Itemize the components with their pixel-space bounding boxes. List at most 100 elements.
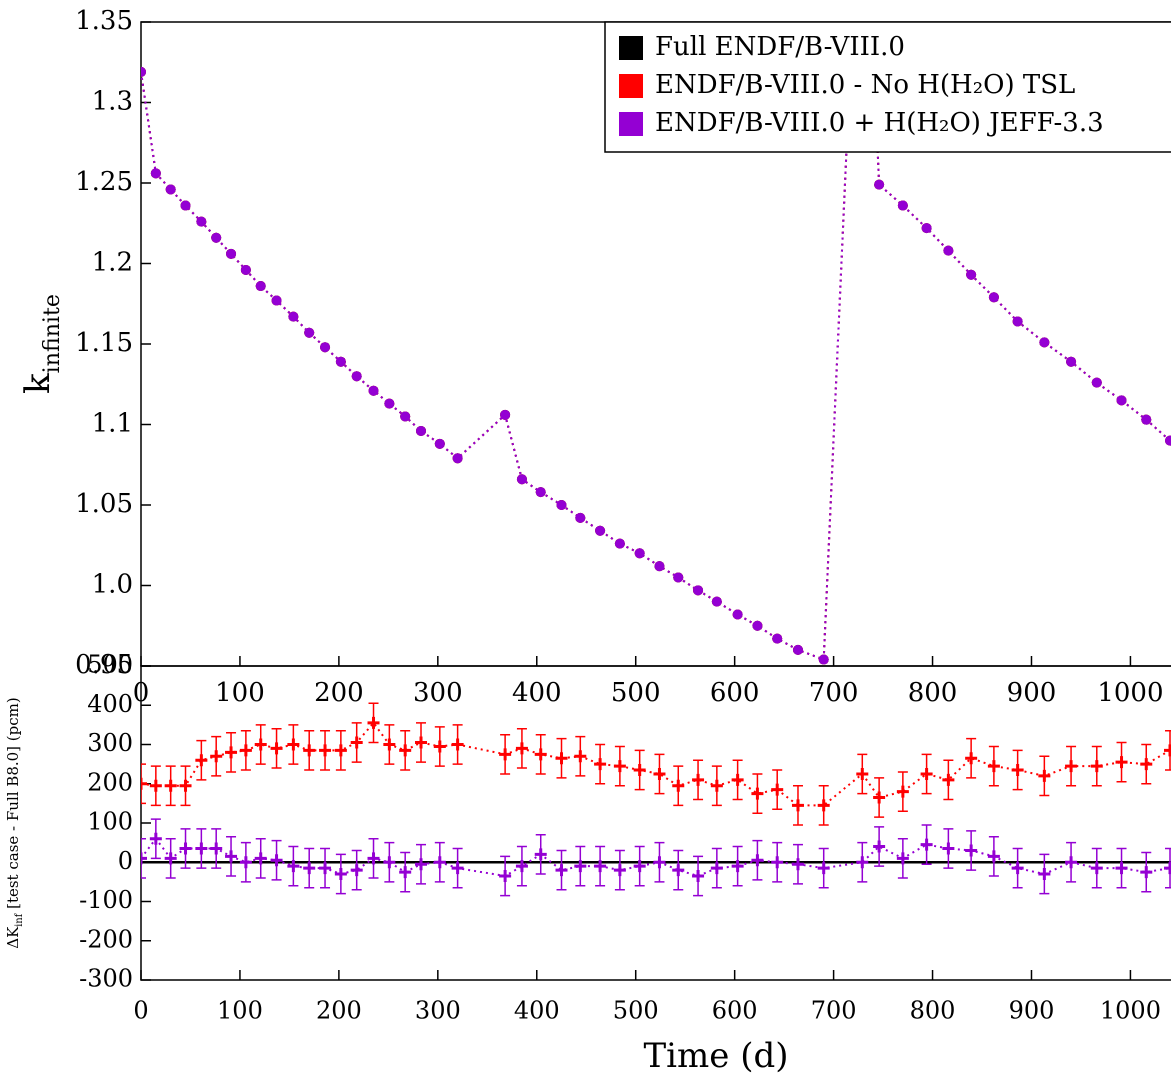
data-point xyxy=(254,852,267,865)
data-point xyxy=(556,500,567,510)
data-point xyxy=(150,168,161,179)
x-tick-label: 300 xyxy=(413,678,463,708)
data-point xyxy=(731,773,744,786)
y-tick-label: 200 xyxy=(87,768,133,796)
data-point xyxy=(672,779,685,792)
error-bar xyxy=(141,837,146,879)
legend-label: ENDF/B-VIII.0 - No H(H₂O) TSL xyxy=(655,70,1075,100)
data-point xyxy=(434,438,445,449)
y-axis-label-part: k xyxy=(18,373,58,394)
x-axis-label: Time (d) xyxy=(643,1036,788,1076)
data-point xyxy=(350,736,363,749)
data-point xyxy=(1141,414,1152,425)
data-point xyxy=(673,572,684,583)
data-point xyxy=(535,487,546,498)
data-point xyxy=(254,738,267,751)
x-tick-label: 100 xyxy=(215,678,265,708)
data-point xyxy=(896,785,909,798)
data-point xyxy=(515,860,528,873)
data-point xyxy=(1165,435,1171,446)
data-point xyxy=(500,409,511,420)
plot-frame xyxy=(140,665,1171,981)
data-point xyxy=(920,767,933,780)
data-point xyxy=(196,216,207,227)
data-point xyxy=(1066,356,1077,367)
data-point xyxy=(226,248,237,259)
y-tick-label: 1.3 xyxy=(92,87,133,117)
data-point xyxy=(1164,862,1171,875)
x-tick-label: 0 xyxy=(133,997,148,1025)
x-tick-label: 1000 xyxy=(1100,997,1161,1025)
data-point xyxy=(1039,337,1050,348)
data-point xyxy=(987,760,1000,773)
y-axis-label: ΔKinf [test case - Full B8.0] (pcm) xyxy=(4,697,25,948)
series-line xyxy=(141,721,1171,807)
data-point xyxy=(179,842,192,855)
data-point xyxy=(271,295,282,306)
data-point xyxy=(1012,316,1023,327)
data-point xyxy=(367,716,380,729)
data-point xyxy=(1038,868,1051,881)
data-point xyxy=(988,292,999,303)
data-point xyxy=(711,596,722,607)
data-point xyxy=(303,744,316,757)
error-bar xyxy=(141,763,146,805)
data-point xyxy=(574,860,587,873)
data-point xyxy=(634,548,645,559)
data-point xyxy=(594,860,607,873)
x-tick-label: 500 xyxy=(611,678,661,708)
y-axis-label-part: inf xyxy=(14,912,25,926)
data-point xyxy=(399,744,412,757)
data-point xyxy=(270,854,283,867)
x-tick-label: 500 xyxy=(613,997,659,1025)
data-point xyxy=(304,327,315,338)
x-tick-label: 900 xyxy=(1009,997,1055,1025)
data-point xyxy=(499,748,512,761)
data-point xyxy=(516,474,527,485)
data-point xyxy=(1115,862,1128,875)
x-tick-label: 200 xyxy=(316,997,362,1025)
data-point xyxy=(710,779,723,792)
data-point xyxy=(225,746,238,759)
data-point xyxy=(335,356,346,367)
data-point xyxy=(710,862,723,875)
data-point xyxy=(367,852,380,865)
data-point xyxy=(451,862,464,875)
data-point xyxy=(400,411,411,422)
data-point xyxy=(896,852,909,865)
y-axis-label: kinfinite xyxy=(18,294,65,394)
data-point xyxy=(240,264,251,275)
data-point xyxy=(965,844,978,857)
data-point xyxy=(255,281,266,292)
data-point xyxy=(856,856,869,869)
data-point xyxy=(771,856,784,869)
data-point xyxy=(920,838,933,851)
data-point xyxy=(383,738,396,751)
x-tick-label: 200 xyxy=(314,678,364,708)
data-point xyxy=(555,864,568,877)
data-point xyxy=(633,860,646,873)
y-tick-label: 400 xyxy=(87,690,133,718)
data-point xyxy=(270,742,283,755)
data-point xyxy=(897,200,908,211)
data-point xyxy=(288,311,299,322)
data-point xyxy=(141,852,147,865)
data-point xyxy=(319,862,332,875)
data-point xyxy=(415,736,428,749)
legend-swatch xyxy=(619,36,643,60)
data-point xyxy=(141,66,146,77)
data-point xyxy=(614,538,625,549)
data-point xyxy=(211,232,222,243)
data-point xyxy=(534,848,547,861)
data-point xyxy=(287,738,300,751)
data-point xyxy=(1090,760,1103,773)
y-tick-label: 1.25 xyxy=(75,167,133,197)
y-tick-label: 100 xyxy=(87,808,133,836)
data-point xyxy=(613,760,626,773)
y-tick-label: 300 xyxy=(87,729,133,757)
y-tick-label: -100 xyxy=(79,886,133,914)
y-tick-label: 1.1 xyxy=(92,409,133,439)
data-point xyxy=(613,864,626,877)
data-point xyxy=(210,842,223,855)
